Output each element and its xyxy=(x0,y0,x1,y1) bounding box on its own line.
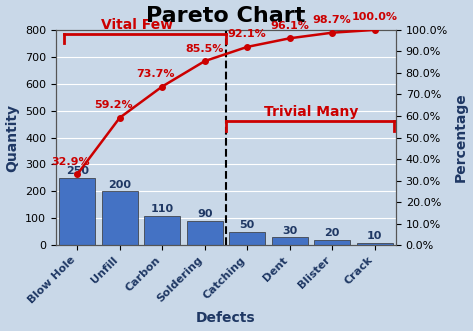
Text: 10: 10 xyxy=(367,231,382,241)
Bar xyxy=(187,221,223,245)
Text: Trivial Many: Trivial Many xyxy=(264,105,358,119)
Text: 110: 110 xyxy=(150,204,174,214)
Bar xyxy=(59,178,95,245)
Text: 92.1%: 92.1% xyxy=(228,29,267,39)
Bar xyxy=(272,237,308,245)
Y-axis label: Quantity: Quantity xyxy=(6,104,19,171)
Text: 20: 20 xyxy=(324,228,340,238)
Bar xyxy=(314,240,350,245)
Y-axis label: Percentage: Percentage xyxy=(454,93,467,182)
Text: 73.7%: 73.7% xyxy=(137,69,175,79)
Bar xyxy=(229,232,265,245)
Title: Pareto Chart: Pareto Chart xyxy=(146,6,306,25)
Bar xyxy=(144,215,180,245)
Text: 100.0%: 100.0% xyxy=(351,12,398,23)
Text: 90: 90 xyxy=(197,210,212,219)
Text: 32.9%: 32.9% xyxy=(52,157,90,167)
Text: 250: 250 xyxy=(66,166,89,176)
Bar xyxy=(102,191,138,245)
Text: 200: 200 xyxy=(108,180,131,190)
Text: Vital Few: Vital Few xyxy=(101,18,173,32)
Text: 85.5%: 85.5% xyxy=(185,44,224,54)
Text: 59.2%: 59.2% xyxy=(94,100,132,110)
Text: 96.1%: 96.1% xyxy=(270,21,309,31)
Bar xyxy=(357,243,393,245)
Text: 98.7%: 98.7% xyxy=(313,15,351,25)
Text: 50: 50 xyxy=(239,220,255,230)
X-axis label: Defects: Defects xyxy=(196,311,256,325)
Text: 30: 30 xyxy=(282,225,298,236)
